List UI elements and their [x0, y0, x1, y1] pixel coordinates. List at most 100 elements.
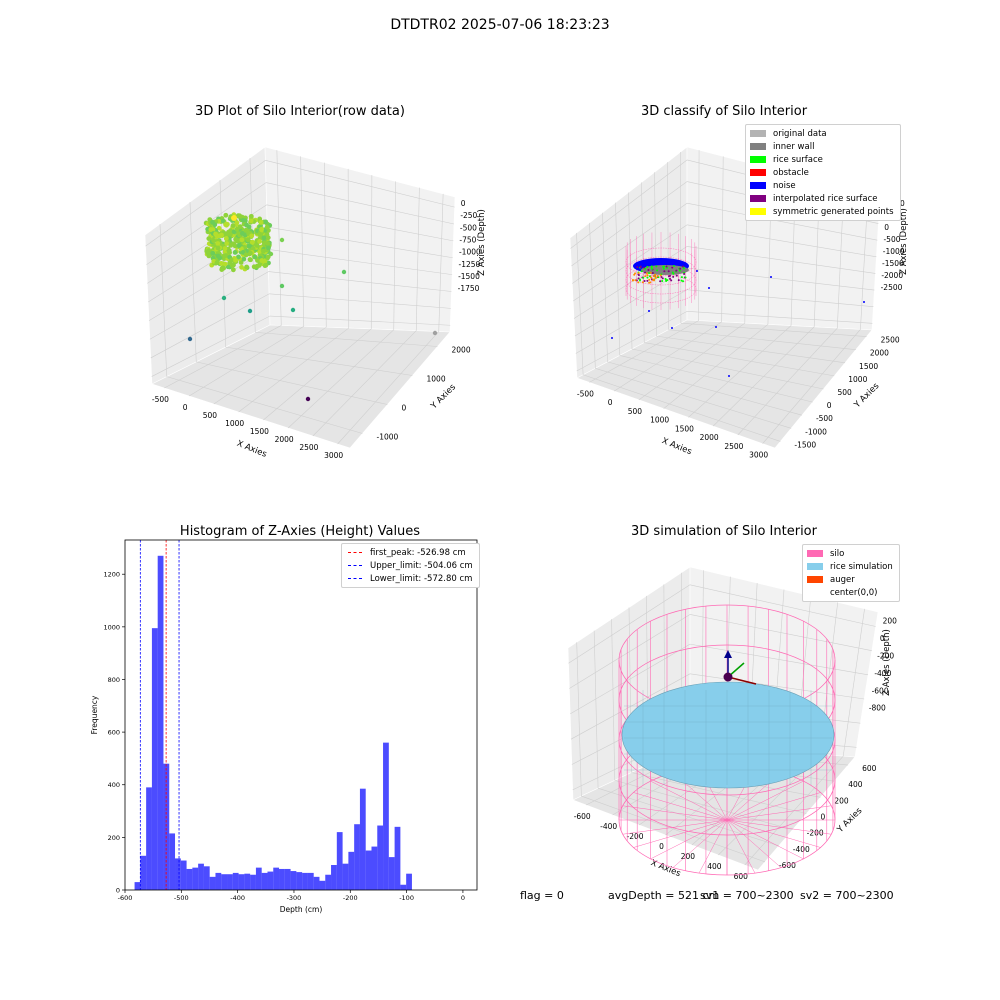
raw-point [222, 244, 227, 250]
raw-point [259, 227, 265, 233]
classify-point [660, 275, 663, 278]
raw-point [263, 219, 269, 225]
raw-point [238, 217, 244, 223]
classify-point [656, 276, 659, 279]
raw-point [239, 229, 245, 235]
classify-point [663, 270, 666, 273]
classify-ytick: 0 [827, 401, 832, 410]
raw-point [257, 239, 263, 244]
raw-point [248, 219, 254, 225]
raw-point [264, 247, 270, 253]
raw-point [209, 241, 215, 247]
raw-point [258, 251, 264, 257]
histogram-ylabel: Frequency [90, 695, 99, 734]
raw-point [210, 219, 215, 225]
silo-floor-line [726, 772, 782, 821]
raw-point [261, 246, 267, 252]
silo-ring [618, 604, 836, 716]
legend-swatch [750, 143, 766, 150]
status-avg-depth: avgDepth = 521 cm [608, 889, 720, 902]
classify-gridline [698, 150, 700, 321]
raw-point [213, 244, 219, 250]
classify-point [650, 278, 653, 281]
raw-point [219, 216, 225, 221]
raw-point [260, 261, 266, 267]
raw-point [231, 258, 237, 264]
legend-item: center(0,0) [807, 586, 893, 599]
raw-point [237, 213, 243, 219]
histogram-xtick-label: 0 [461, 894, 465, 902]
raw-point [242, 237, 247, 243]
raw-point [234, 237, 240, 242]
raw-point [257, 245, 263, 250]
auger-axis-x [727, 676, 757, 685]
raw-point [224, 221, 230, 227]
simulation-ztick: -200 [877, 652, 894, 661]
classify-gridline [688, 325, 792, 418]
classify-point [672, 272, 675, 275]
legend-label: center(0,0) [830, 587, 878, 598]
classify-point [648, 278, 651, 281]
raw-point [203, 220, 209, 226]
raw-point [266, 242, 272, 248]
raw-point [213, 237, 219, 243]
simulation-ylabel: Y Axies [835, 806, 865, 836]
raw-gridline [415, 187, 420, 331]
classify-point [678, 267, 681, 270]
raw-point [213, 219, 219, 225]
classify-point [643, 279, 646, 282]
histogram-bar [377, 825, 384, 890]
raw-point [234, 234, 239, 240]
raw-point [237, 224, 243, 230]
raw-point [236, 213, 242, 219]
raw-point [240, 252, 246, 258]
simulation-ytick: -200 [807, 829, 824, 838]
legend-line-swatch [348, 578, 362, 579]
raw-gridline [159, 223, 168, 377]
histogram-plot-area [125, 540, 477, 890]
raw-point [224, 240, 230, 245]
raw-point [257, 235, 263, 241]
raw-point [266, 240, 272, 246]
raw-point [215, 247, 220, 253]
raw-point [223, 222, 228, 227]
raw-gridline [219, 179, 227, 348]
raw-point [263, 248, 269, 254]
raw-point [260, 235, 266, 241]
classify-noise-point [648, 310, 650, 312]
raw-point [240, 251, 246, 256]
raw-point [234, 244, 240, 250]
raw-point [220, 241, 225, 247]
simulation-ztick: 0 [880, 634, 885, 643]
raw-point [260, 232, 266, 238]
simulation-ztick: -400 [874, 669, 891, 678]
simulation-gridline [581, 795, 766, 863]
legend-label: symmetric generated points [773, 206, 894, 217]
classify-point [639, 265, 642, 268]
simulation-gridline [689, 643, 869, 676]
raw-point [213, 250, 219, 256]
raw-point [258, 246, 264, 252]
classify-point [662, 265, 665, 268]
raw-gridline [213, 326, 327, 405]
raw-gridline [370, 175, 373, 329]
histogram-xtick-label: -200 [343, 894, 358, 902]
classify-point [659, 274, 662, 277]
raw-point [248, 246, 253, 252]
legend-swatch [807, 589, 823, 596]
raw-point [227, 240, 232, 246]
raw-point [221, 219, 227, 225]
raw-point [231, 262, 236, 268]
legend-item: original data [750, 127, 894, 140]
raw-point [206, 241, 212, 247]
raw-point [230, 231, 236, 237]
raw-xtick: 2500 [299, 443, 318, 452]
classify-point [667, 270, 670, 273]
raw-point [214, 242, 219, 248]
histogram-bar [192, 867, 199, 890]
raw-ytick: 0 [402, 404, 407, 413]
simulation-gridline [646, 595, 649, 765]
histogram-bar [313, 876, 320, 890]
raw-point [215, 218, 221, 224]
raw-gridline [438, 193, 444, 332]
